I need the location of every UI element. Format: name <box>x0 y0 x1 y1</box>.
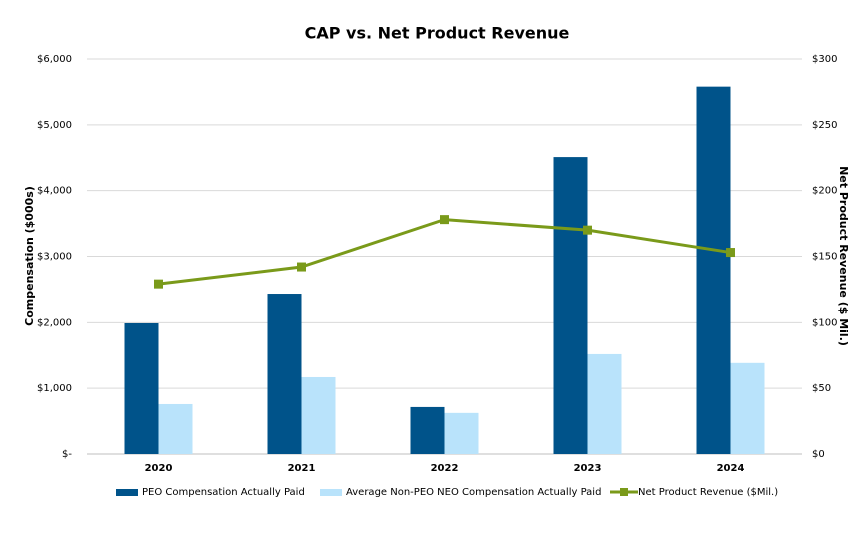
y2-tick-label: $300 <box>812 54 837 65</box>
y2-tick-label: $100 <box>812 317 837 328</box>
y2-tick-label: $150 <box>812 252 837 263</box>
y-tick-label: $6,000 <box>37 54 72 65</box>
y-tick-label: $3,000 <box>37 252 72 263</box>
line-marker <box>440 215 449 225</box>
legend-marker <box>620 488 628 496</box>
bar <box>444 412 479 454</box>
x-tick-label: 2021 <box>288 463 316 474</box>
legend-swatch <box>320 489 342 496</box>
line-marker <box>726 248 735 258</box>
legend-label: Net Product Revenue ($Mil.) <box>638 487 778 498</box>
y-tick-label: $- <box>62 449 72 460</box>
y-tick-label: $5,000 <box>37 120 72 131</box>
x-tick-label: 2024 <box>717 463 745 474</box>
y-tick-label: $1,000 <box>37 383 72 394</box>
y2-tick-label: $50 <box>812 383 831 394</box>
line-marker <box>297 262 306 272</box>
x-tick-label: 2020 <box>145 463 173 474</box>
bar <box>587 353 622 454</box>
bar <box>410 406 445 454</box>
bar <box>730 362 765 454</box>
line <box>158 218 731 286</box>
legend-label: Average Non-PEO NEO Compensation Actuall… <box>346 487 601 498</box>
bar <box>158 403 193 454</box>
y2-tick-label: $0 <box>812 449 825 460</box>
line-marker <box>583 225 592 235</box>
x-tick-label: 2023 <box>574 463 602 474</box>
legend-swatch <box>116 489 138 496</box>
bar <box>696 86 731 455</box>
y-axis-title: Compensation ($000s) <box>23 186 36 326</box>
bar <box>301 376 336 454</box>
y2-axis-title: Net Product Revenue ($ Mil.) <box>837 166 850 346</box>
y2-tick-label: $250 <box>812 120 837 131</box>
y-tick-label: $2,000 <box>37 317 72 328</box>
y2-tick-label: $200 <box>812 186 837 197</box>
bar <box>267 294 302 454</box>
bar <box>124 322 159 454</box>
x-tick-label: 2022 <box>431 463 459 474</box>
line-marker <box>154 279 163 289</box>
chart-title: CAP vs. Net Product Revenue <box>305 24 570 43</box>
legend-label: PEO Compensation Actually Paid <box>142 487 305 498</box>
y-tick-label: $4,000 <box>37 186 72 197</box>
bar <box>553 157 588 454</box>
